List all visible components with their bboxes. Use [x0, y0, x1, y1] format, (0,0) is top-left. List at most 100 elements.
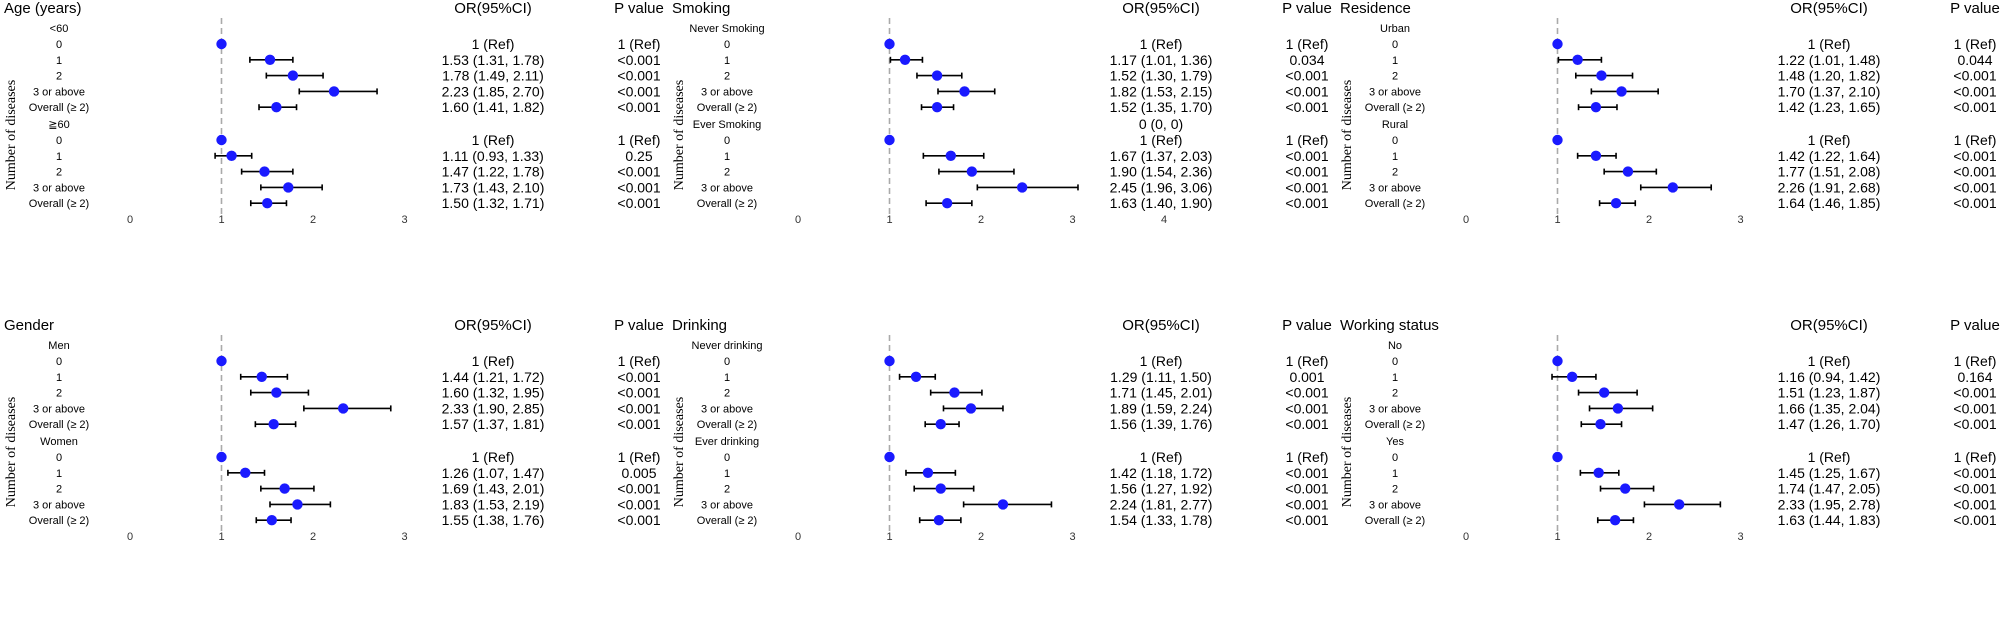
row-label: 2 — [724, 388, 730, 400]
or-point — [884, 355, 895, 367]
forest-svg: Working status OR(95%CI) P value Number of … — [1340, 317, 2000, 543]
or-column-header: OR(95%CI) — [1790, 317, 1868, 334]
or-point — [1609, 515, 1621, 526]
forest-svg: Gender OR(95%CI) P value Number of diseases… — [4, 317, 664, 543]
row-label: Overall (≥ 2) — [697, 515, 757, 527]
p-value-text: <0.001 — [1953, 465, 1996, 481]
or-value-text: 1.51 (1.23, 1.87) — [1778, 385, 1881, 401]
or-value-text: 1 (Ref) — [1140, 36, 1183, 52]
y-axis-label: Number of diseases — [4, 80, 19, 190]
or-value-text: 1 (Ref) — [1808, 449, 1851, 465]
row-label: 0 — [56, 39, 62, 51]
row-label: 1 — [56, 55, 62, 67]
or-value-text: 1.52 (1.30, 1.79) — [1110, 68, 1213, 84]
x-tick-label: 3 — [401, 531, 407, 543]
panel-title: Drinking — [672, 317, 727, 334]
or-point — [271, 387, 282, 398]
or-point — [966, 166, 978, 177]
group-label: <60 — [50, 23, 69, 35]
y-axis-label: Number of diseases — [672, 80, 687, 190]
p-value-text: <0.001 — [1953, 400, 1996, 416]
or-value-text: 1.83 (1.53, 2.19) — [442, 496, 545, 512]
x-tick-label: 1 — [1554, 531, 1560, 543]
or-value-text: 1.53 (1.31, 1.78) — [442, 52, 545, 68]
x-tick-label: 3 — [401, 214, 407, 226]
p-value-text: <0.001 — [617, 416, 660, 432]
or-point — [1552, 451, 1563, 463]
row-label: Overall (≥ 2) — [697, 102, 757, 114]
p-value-text: <0.001 — [1953, 496, 1996, 512]
p-value-text: <0.001 — [617, 83, 660, 99]
y-axis-label: Number of diseases — [1340, 80, 1355, 190]
x-tick-label: 4 — [1161, 214, 1167, 226]
or-point — [1590, 102, 1602, 113]
forest-panel-working-status: Working status OR(95%CI) P value Number of … — [1336, 317, 2004, 634]
p-value-text: 1 (Ref) — [618, 449, 661, 465]
row-label: Overall (≥ 2) — [697, 198, 757, 210]
or-point — [287, 70, 299, 81]
group-label: ≧60 — [48, 119, 69, 131]
x-tick-label: 0 — [127, 214, 133, 226]
panel-title: Age (years) — [4, 0, 82, 17]
p-value-text: 1 (Ref) — [1286, 36, 1329, 52]
or-value-text: 1.42 (1.23, 1.65) — [1778, 99, 1881, 115]
p-value-text: <0.001 — [617, 68, 660, 84]
row-label: 3 or above — [701, 86, 753, 98]
x-tick-label: 1 — [886, 531, 892, 543]
row-label: 2 — [1392, 388, 1398, 400]
or-value-text: 1.73 (1.43, 2.10) — [442, 179, 545, 195]
or-point — [959, 86, 970, 97]
row-label: Overall (≥ 2) — [697, 419, 757, 431]
p-value-text: <0.001 — [1285, 164, 1328, 180]
or-value-text: 1.29 (1.11, 1.50) — [1110, 369, 1212, 385]
row-label: 2 — [56, 71, 62, 83]
or-point — [266, 515, 278, 526]
p-value-text: <0.001 — [617, 512, 660, 528]
or-value-text: 1.60 (1.41, 1.82) — [442, 99, 545, 115]
row-label: 2 — [724, 484, 730, 496]
forest-panel-age: Age (years) OR(95%CI) P value Number of dis… — [0, 0, 668, 317]
row-label: 3 or above — [701, 182, 753, 194]
row-label: 0 — [56, 452, 62, 464]
or-point — [1590, 150, 1602, 161]
row-label: 3 or above — [701, 499, 753, 511]
or-value-text: 1 (Ref) — [472, 353, 515, 369]
row-label: 1 — [1392, 372, 1398, 384]
row-label: 0 — [724, 135, 730, 147]
or-point — [945, 150, 957, 161]
p-value-text: <0.001 — [1285, 465, 1328, 481]
p-value-text: <0.001 — [1953, 83, 1996, 99]
or-value-text: 1.69 (1.43, 2.01) — [442, 481, 545, 497]
row-label: 3 or above — [1369, 499, 1421, 511]
or-value-text: 1.56 (1.27, 1.92) — [1110, 481, 1213, 497]
or-value-text: 1.45 (1.25, 1.67) — [1778, 465, 1881, 481]
row-label: 1 — [1392, 55, 1398, 67]
or-point — [884, 134, 895, 146]
p-value-text: <0.001 — [1953, 195, 1996, 211]
or-point — [226, 150, 237, 161]
y-axis-label: Number of diseases — [4, 397, 19, 507]
row-label: 2 — [1392, 167, 1398, 179]
p-value-text: 1 (Ref) — [618, 353, 661, 369]
panel-title: Smoking — [672, 0, 730, 17]
row-label: 2 — [56, 484, 62, 496]
p-value-text: <0.001 — [1953, 481, 1996, 497]
row-label: Overall (≥ 2) — [29, 419, 89, 431]
or-value-text: 1 (Ref) — [472, 449, 515, 465]
or-point — [941, 198, 953, 209]
p-value-text: <0.001 — [1953, 385, 1996, 401]
row-label: 2 — [1392, 484, 1398, 496]
x-tick-label: 3 — [1737, 531, 1743, 543]
row-label: 3 or above — [33, 499, 85, 511]
or-point — [271, 102, 282, 113]
or-value-text: 1.22 (1.01, 1.48) — [1778, 52, 1881, 68]
p-value-text: <0.001 — [1285, 179, 1328, 195]
row-label: 3 or above — [1369, 403, 1421, 415]
or-point — [256, 371, 267, 382]
or-point — [933, 515, 945, 526]
or-point — [931, 102, 943, 113]
x-tick-label: 1 — [218, 214, 224, 226]
p-value-text: 1 (Ref) — [1954, 36, 1997, 52]
p-value-text: <0.001 — [617, 481, 660, 497]
or-point — [965, 403, 977, 414]
